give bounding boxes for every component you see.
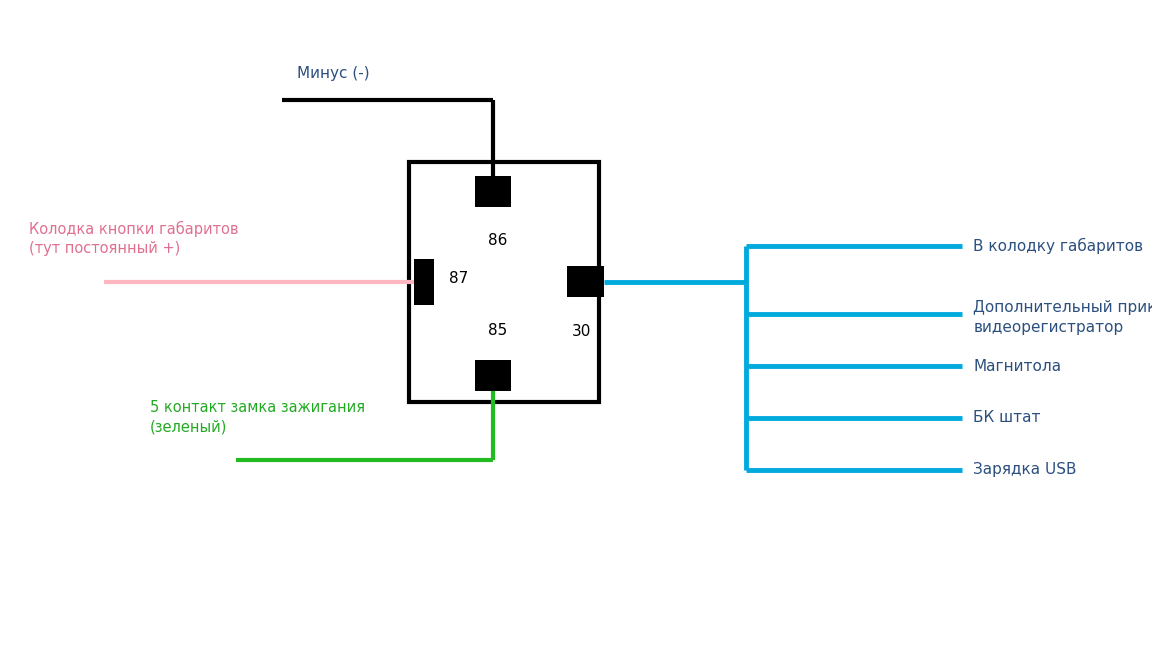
Bar <box>409 162 599 402</box>
Text: (зеленый): (зеленый) <box>150 419 227 434</box>
Text: 86: 86 <box>488 233 507 248</box>
Bar <box>414 259 434 305</box>
Text: Магнитола: Магнитола <box>973 358 1061 374</box>
Bar <box>567 266 604 297</box>
Text: видеорегистратор: видеорегистратор <box>973 319 1123 335</box>
Text: В колодку габаритов: В колодку габаритов <box>973 238 1144 254</box>
Bar <box>475 360 511 391</box>
Text: 85: 85 <box>488 323 507 338</box>
Text: Минус (-): Минус (-) <box>297 66 370 81</box>
Text: 5 контакт замка зажигания: 5 контакт замка зажигания <box>150 400 365 415</box>
Text: 30: 30 <box>573 324 591 339</box>
Bar <box>475 176 511 207</box>
Text: БК штат: БК штат <box>973 410 1041 426</box>
Text: Дополнительный прикуриватель на: Дополнительный прикуриватель на <box>973 300 1152 316</box>
Text: Колодка кнопки габаритов: Колодка кнопки габаритов <box>29 220 238 237</box>
Text: 87: 87 <box>449 271 469 286</box>
Text: (тут постоянный +): (тут постоянный +) <box>29 241 180 256</box>
Text: Зарядка USB: Зарядка USB <box>973 462 1077 478</box>
